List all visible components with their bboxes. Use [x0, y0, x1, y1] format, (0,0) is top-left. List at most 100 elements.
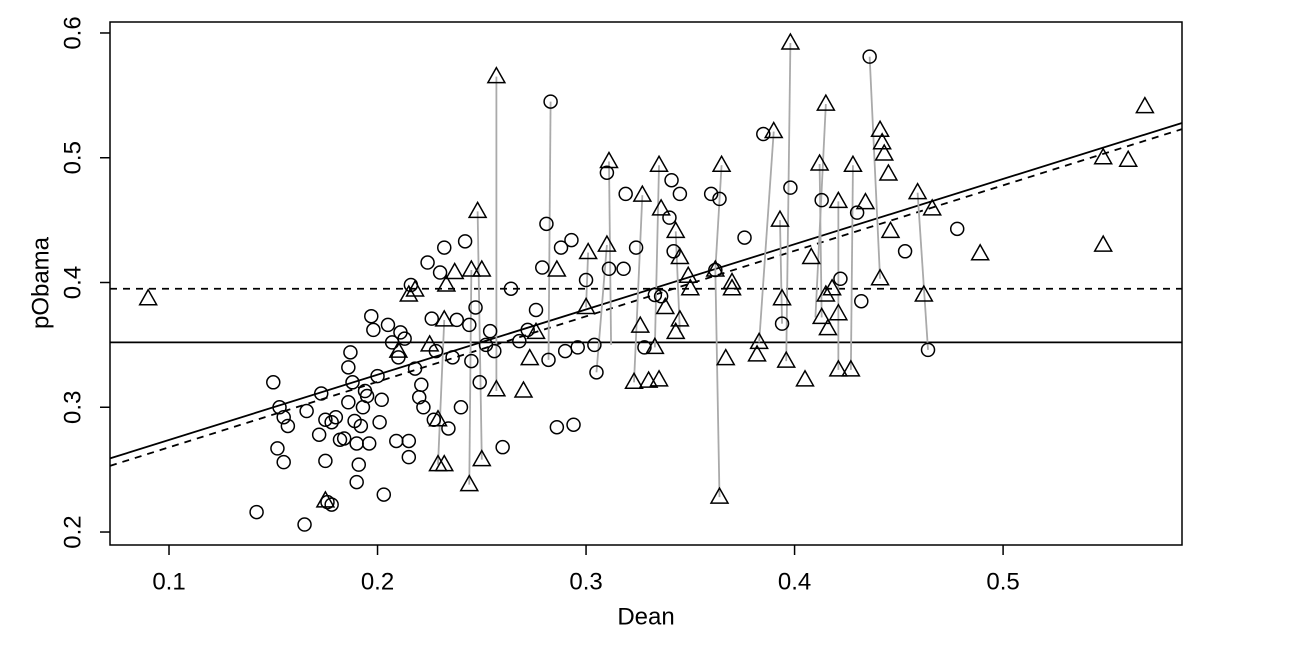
link-line	[437, 319, 446, 465]
circle-point	[503, 281, 519, 296]
circle-point	[380, 317, 396, 333]
triangle-point	[680, 278, 701, 296]
circle-point	[543, 94, 558, 109]
circle-point	[351, 457, 367, 472]
y-tick-label: 0.5	[59, 141, 86, 174]
circle-point	[462, 317, 477, 333]
fit-line	[109, 128, 1183, 467]
circle-point	[280, 418, 296, 434]
triangle-point	[780, 32, 801, 50]
x-tick-label: 0.4	[778, 568, 811, 595]
fit-line	[109, 122, 1183, 460]
circle-point	[589, 365, 604, 380]
circle-point	[601, 261, 617, 277]
triangle-point	[651, 198, 671, 216]
triangle-point	[630, 315, 651, 333]
circle-point	[437, 240, 452, 255]
circle-point	[897, 244, 913, 259]
triangle-point	[811, 306, 832, 325]
circle-point	[549, 419, 565, 435]
circle-point	[389, 433, 404, 449]
circle-point	[628, 240, 644, 255]
circle-point	[487, 343, 502, 359]
circle-point	[364, 308, 379, 324]
circle-point	[349, 474, 364, 490]
circle-point	[341, 360, 356, 375]
triangle-point	[444, 261, 465, 280]
plot-frame	[109, 21, 1183, 546]
triangle-point	[705, 259, 726, 277]
circle-point	[432, 265, 448, 280]
circle-point	[703, 186, 719, 202]
link-line	[653, 165, 660, 348]
triangle-point	[795, 369, 815, 387]
circle-point	[249, 504, 264, 520]
triangle-point	[665, 321, 686, 340]
link-line	[714, 165, 723, 271]
link-line	[714, 270, 721, 498]
circle-point	[854, 293, 869, 309]
circle-point	[424, 311, 439, 326]
circle-point	[361, 436, 377, 451]
triangle-point	[880, 220, 901, 239]
triangle-point	[763, 121, 784, 139]
circle-point	[664, 172, 679, 188]
circle-point	[349, 436, 364, 451]
circle-point	[366, 322, 381, 338]
circle-point	[457, 234, 473, 249]
circle-point	[276, 409, 291, 425]
triangle-point	[388, 340, 409, 358]
circle-point	[662, 210, 677, 225]
triangle-point	[649, 369, 669, 387]
triangle-point	[874, 143, 895, 161]
circle-point	[578, 272, 594, 288]
circle-point	[737, 230, 752, 245]
triangle-point	[461, 259, 482, 277]
circle-point	[341, 395, 356, 410]
circle-point	[616, 261, 631, 277]
triangle-point	[776, 350, 797, 368]
circle-point	[570, 340, 585, 355]
triangle-point	[578, 242, 598, 260]
link-line	[779, 220, 783, 324]
triangle-point	[526, 321, 546, 340]
triangle-point	[513, 380, 534, 398]
triangle-point	[467, 200, 488, 219]
circle-point	[637, 340, 652, 355]
triangle-point	[878, 163, 899, 181]
triangle-point	[665, 220, 686, 239]
triangle-point	[870, 268, 890, 286]
link-line	[608, 161, 612, 345]
circle-point	[541, 352, 556, 368]
circle-point	[449, 312, 465, 328]
circle-point	[353, 418, 369, 434]
y-tick-label: 0.3	[59, 391, 86, 424]
circle-point	[374, 392, 389, 408]
circle-point	[414, 377, 429, 393]
x-axis-title: Dean	[617, 603, 674, 630]
triangle-point	[809, 153, 830, 171]
circle-point	[849, 205, 865, 220]
circle-point	[599, 165, 615, 180]
triangle-point	[632, 184, 653, 202]
triangle-point	[747, 344, 767, 362]
triangle-point	[436, 274, 457, 292]
link-line	[633, 195, 644, 383]
triangle-point	[907, 182, 928, 200]
triangle-point	[486, 379, 507, 397]
circle-point	[324, 414, 339, 430]
triangle-point	[670, 247, 690, 265]
circle-point	[372, 414, 387, 430]
triangle-point	[1093, 147, 1113, 165]
triangle-point	[138, 288, 158, 306]
circle-point	[528, 302, 544, 318]
circle-point	[553, 240, 569, 255]
triangle-point	[822, 278, 842, 296]
circle-point	[512, 333, 527, 349]
circle-point	[313, 386, 329, 401]
triangle-point	[709, 486, 730, 504]
circle-point	[566, 417, 581, 432]
circle-point	[949, 221, 965, 237]
circle-point	[653, 288, 669, 304]
